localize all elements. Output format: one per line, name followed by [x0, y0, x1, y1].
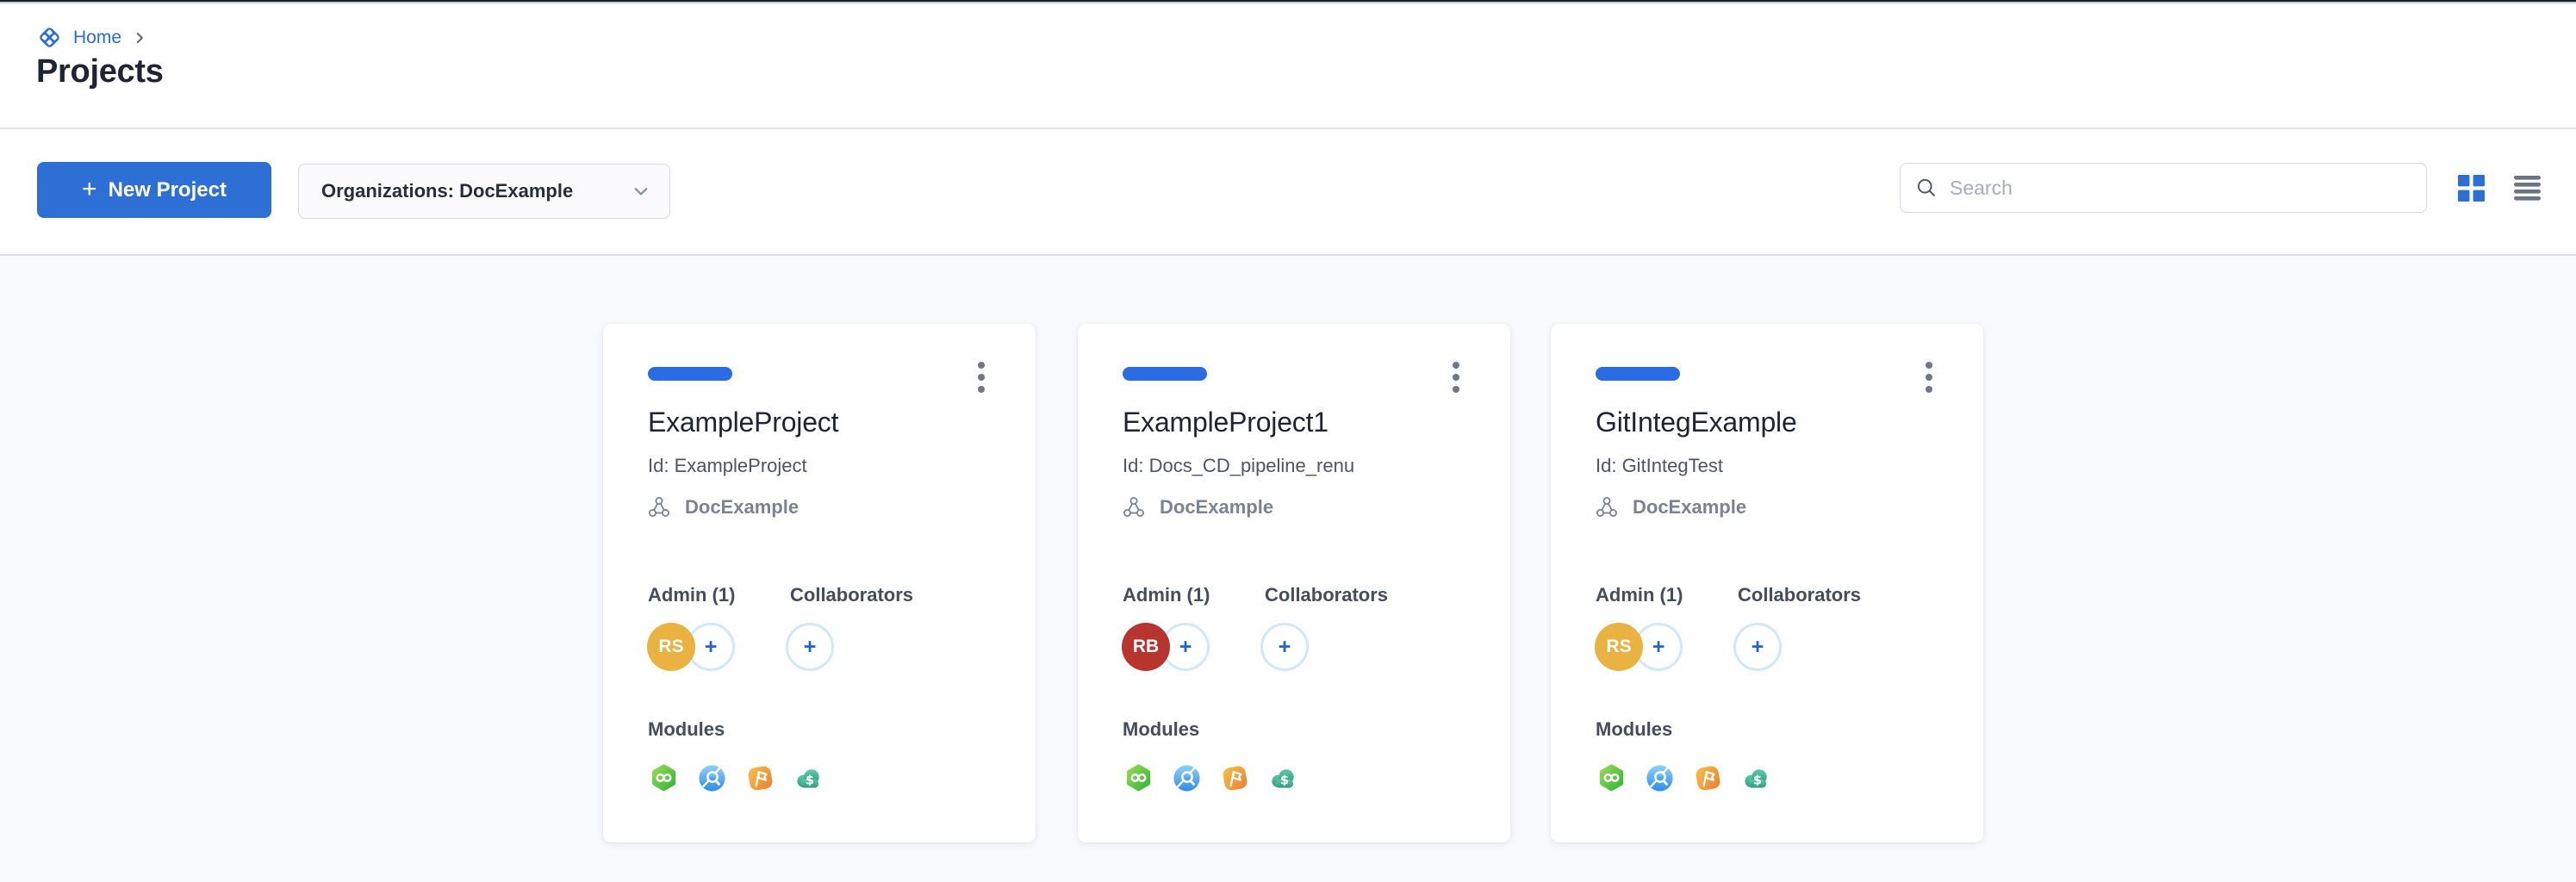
modules-row: $: [1596, 763, 1771, 793]
project-title: ExampleProject: [648, 407, 839, 438]
collaborators-label: Collaborators: [790, 584, 914, 606]
security-tests-module-icon: [1645, 763, 1675, 793]
new-project-button[interactable]: + New Project: [37, 162, 271, 218]
plus-icon: +: [82, 174, 97, 203]
header-divider: [0, 127, 2576, 129]
admin-label: Admin (1): [1596, 584, 1683, 606]
project-title: ExampleProject1: [1123, 407, 1328, 438]
modules-row: $: [649, 763, 824, 793]
svg-text:$: $: [1280, 773, 1289, 787]
pipelines-module-icon: [1596, 763, 1627, 793]
project-card[interactable]: ExampleProject1 Id: Docs_CD_pipeline_ren…: [1078, 324, 1510, 842]
grid-view-icon: [2457, 175, 2485, 202]
card-menu-button[interactable]: [1914, 360, 1944, 394]
organization-row: DocExample: [646, 494, 799, 520]
modules-row: $: [1123, 763, 1298, 793]
page-title: Projects: [36, 53, 164, 90]
search-box: [1900, 163, 2427, 213]
admin-label: Admin (1): [1123, 584, 1210, 606]
add-collaborator-button[interactable]: +: [786, 623, 834, 671]
projects-grid: ExampleProject Id: ExampleProject DocExa…: [0, 256, 2576, 882]
project-id: Id: Docs_CD_pipeline_renu: [1123, 455, 1355, 476]
new-project-button-label: New Project: [108, 177, 227, 202]
project-color-pill: [1596, 367, 1680, 381]
feature-flags-module-icon: [1693, 763, 1723, 793]
breadcrumb: Home: [36, 24, 147, 51]
modules-label: Modules: [648, 718, 725, 740]
window-top-strip: [0, 0, 2576, 3]
search-input[interactable]: [1950, 176, 2412, 200]
add-admin-button[interactable]: +: [1161, 623, 1210, 671]
list-view-icon: [2513, 176, 2541, 201]
organizations-dropdown[interactable]: Organizations: DocExample: [298, 164, 670, 219]
svg-text:$: $: [1753, 773, 1762, 787]
organization-name: DocExample: [685, 496, 800, 518]
search-icon: [1914, 176, 1938, 200]
organization-row: DocExample: [1121, 494, 1273, 520]
organization-icon: [1121, 494, 1147, 520]
project-card[interactable]: GitIntegExample Id: GitIntegTest DocExam…: [1551, 324, 1983, 842]
security-tests-module-icon: [697, 763, 727, 793]
organizations-dropdown-value: Organizations: DocExample: [321, 180, 574, 202]
add-admin-button[interactable]: +: [1634, 623, 1683, 671]
card-menu-button[interactable]: [1441, 360, 1471, 394]
admin-avatar[interactable]: RB: [1122, 623, 1170, 671]
pipelines-module-icon: [649, 763, 679, 793]
svg-text:$: $: [806, 773, 814, 787]
breadcrumb-home-link[interactable]: Home: [73, 27, 122, 47]
organization-name: DocExample: [1633, 496, 1747, 518]
cloud-costs-module-icon: $: [793, 763, 824, 793]
organization-name: DocExample: [1160, 496, 1274, 518]
list-view-toggle[interactable]: [2513, 175, 2541, 202]
project-id: Id: GitIntegTest: [1596, 455, 1723, 476]
admin-avatar[interactable]: RS: [1595, 623, 1643, 671]
toolbar-divider: [0, 254, 2576, 256]
project-id: Id: ExampleProject: [648, 455, 807, 476]
project-card[interactable]: ExampleProject Id: ExampleProject DocExa…: [603, 324, 1036, 842]
add-collaborator-button[interactable]: +: [1260, 623, 1309, 671]
chevron-right-icon: [132, 30, 147, 46]
chevron-down-icon: [632, 182, 650, 201]
admin-avatar[interactable]: RS: [647, 623, 695, 671]
modules-label: Modules: [1596, 718, 1673, 740]
collaborators-label: Collaborators: [1738, 584, 1862, 606]
project-color-pill: [1123, 367, 1207, 381]
grid-view-toggle[interactable]: [2457, 175, 2485, 202]
admin-label: Admin (1): [648, 584, 736, 606]
project-title: GitIntegExample: [1596, 407, 1797, 438]
cloud-costs-module-icon: $: [1268, 763, 1298, 793]
modules-label: Modules: [1123, 718, 1200, 740]
cloud-costs-module-icon: $: [1741, 763, 1771, 793]
card-menu-button[interactable]: [967, 360, 996, 394]
organization-row: DocExample: [1594, 494, 1746, 520]
security-tests-module-icon: [1172, 763, 1202, 793]
collaborators-label: Collaborators: [1265, 584, 1389, 606]
project-color-pill: [648, 367, 732, 381]
feature-flags-module-icon: [1220, 763, 1250, 793]
pipelines-module-icon: [1123, 763, 1154, 793]
add-collaborator-button[interactable]: +: [1733, 623, 1782, 671]
organization-icon: [646, 494, 672, 520]
app-logo-icon: [36, 24, 63, 51]
organization-icon: [1594, 494, 1620, 520]
feature-flags-module-icon: [745, 763, 775, 793]
